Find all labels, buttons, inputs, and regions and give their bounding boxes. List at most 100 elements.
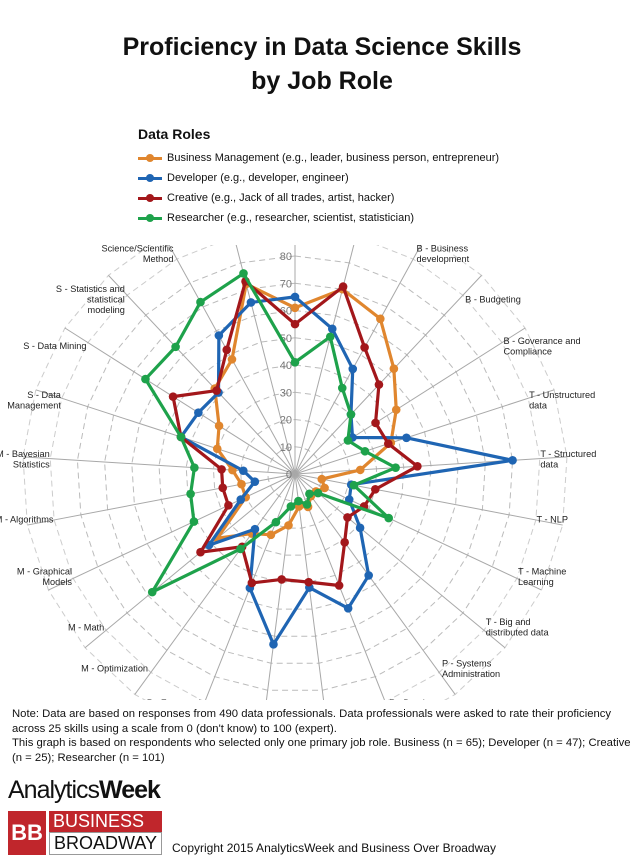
radar-spoke [294, 473, 563, 526]
category-label: B - Budgeting [465, 295, 521, 305]
analyticsweek-logo: AnalyticsWeek [8, 776, 161, 804]
grid-ring [212, 391, 378, 556]
data-point-business-management [376, 314, 385, 324]
data-point-creative [222, 345, 232, 355]
data-point-business-management [212, 444, 222, 454]
radar-spoke [294, 473, 325, 700]
data-point-researcher [360, 446, 370, 456]
data-point-creative [168, 392, 178, 401]
radar-spoke [294, 456, 567, 475]
radar-spoke [204, 473, 296, 700]
tick-label: 30 [280, 387, 292, 399]
legend-item-researcher: Researcher (e.g., researcher, scientist,… [138, 208, 499, 228]
data-point-developer [402, 433, 411, 443]
note-sample-sizes: This graph is based on respondents who s… [12, 737, 631, 764]
data-point-developer [364, 571, 373, 580]
category-label: S - Data Management [7, 390, 62, 411]
legend-label-researcher: Researcher (e.g., researcher, scientist,… [167, 212, 414, 224]
category-label: T - Big and distributed data [486, 617, 550, 638]
category-label: T - Unstructured data [529, 390, 595, 411]
radar-spoke [27, 473, 296, 526]
category-label: B - Goverance and Compliance [503, 336, 580, 357]
data-point-researcher [391, 463, 400, 472]
data-point-business-management [266, 530, 276, 540]
tick-label: 20 [280, 415, 292, 427]
legend-swatch-developer [138, 173, 162, 183]
radar-spoke [294, 473, 542, 591]
data-point-creative [196, 547, 205, 557]
data-point-creative [383, 439, 393, 448]
tick-label: 10 [280, 442, 292, 454]
grid-ring-outer [22, 245, 568, 700]
note: Note: Data are based on responses from 4… [12, 707, 638, 765]
data-point-business-management [389, 364, 399, 374]
radar-spoke [35, 389, 296, 475]
copyright: Copyright 2015 AnalyticsWeek and Busines… [172, 841, 496, 855]
data-point-researcher [186, 489, 195, 499]
data-point-researcher [189, 517, 199, 526]
data-point-business-management [355, 465, 365, 475]
data-point-creative [217, 465, 226, 474]
tick-label: 0 [286, 469, 292, 481]
tick-label: 80 [280, 251, 292, 263]
data-point-researcher [190, 463, 199, 472]
data-point-creative [212, 386, 221, 395]
data-point-business-management [290, 303, 300, 313]
radar-spoke [294, 327, 526, 475]
grid-ring [158, 337, 432, 610]
radar-spoke [294, 245, 355, 475]
data-point-researcher [147, 587, 157, 597]
data-point-developer [214, 331, 224, 340]
category-label: T - Machine Learning [518, 566, 566, 587]
data-point-creative [224, 501, 233, 510]
legend-swatch-business [138, 153, 162, 163]
chart-title-line-1: Proficiency in Data Science Skills [122, 33, 522, 61]
series-creative [168, 277, 422, 590]
data-point-developer [250, 477, 260, 486]
data-point-developer [269, 640, 278, 649]
category-label: P - Systems Administration [442, 658, 500, 679]
data-point-researcher [349, 480, 359, 490]
data-point-researcher [384, 513, 393, 523]
tick-label: 70 [280, 278, 292, 290]
data-point-creative [360, 343, 369, 352]
category-label: M - Graphical Models [17, 566, 73, 587]
data-point-researcher [286, 502, 296, 511]
radar-spoke [294, 473, 506, 649]
radar-spoke [48, 473, 296, 591]
radar-spoke [294, 245, 422, 475]
data-point-business-management [227, 355, 237, 364]
radar-spoke [108, 275, 296, 475]
data-point-developer [250, 524, 260, 534]
note-methodology: Note: Data are based on responses from 4… [12, 708, 612, 735]
data-point-creative [218, 483, 228, 493]
data-point-researcher [290, 357, 300, 367]
category-label: T - NLP [537, 514, 568, 524]
data-point-developer [239, 466, 248, 476]
data-point-researcher [313, 488, 323, 498]
data-point-creative [247, 578, 257, 588]
legend-heading: Data Roles [138, 126, 211, 142]
radar-grid [22, 245, 568, 700]
category-labels: B - Product DesignB - ProjectmanagementB… [0, 245, 596, 700]
radar-spoke [294, 473, 456, 695]
radar-spoke [84, 473, 296, 649]
chart-title-line-2: by Job Role [251, 67, 393, 95]
data-point-researcher [302, 500, 312, 509]
radar-spoke [294, 389, 555, 475]
data-point-researcher [271, 517, 281, 527]
series-researcher [141, 269, 400, 597]
business-broadway-logo-mark: BB [8, 811, 46, 855]
data-point-developer [194, 408, 203, 417]
data-point-developer [246, 298, 256, 307]
category-label: M - Bayesian Statistics [0, 449, 50, 470]
legend-swatch-researcher [138, 213, 162, 223]
data-point-creative [340, 538, 349, 547]
category-label: M - Algorithms [0, 514, 54, 524]
category-label: P - DatabaseAdministration [389, 698, 447, 700]
category-label: M - Optimization [81, 664, 148, 674]
data-point-developer [355, 523, 365, 533]
grid-ring-outer [49, 245, 541, 700]
data-point-researcher [343, 436, 353, 445]
